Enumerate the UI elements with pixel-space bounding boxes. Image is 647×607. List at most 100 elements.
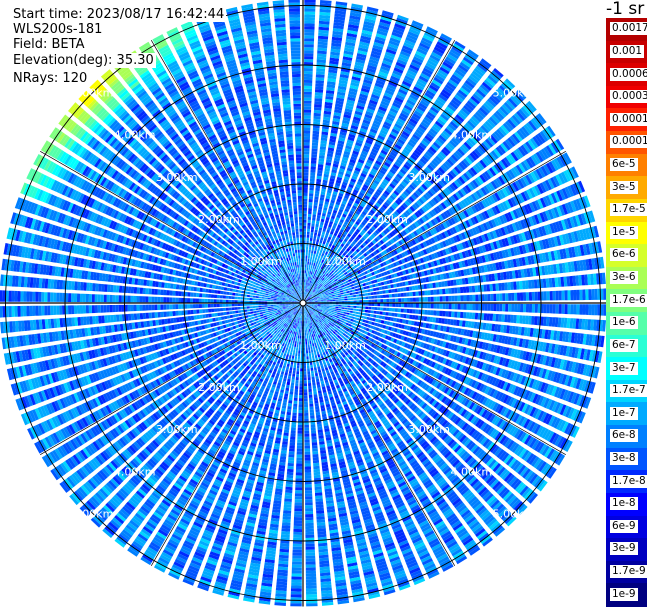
range-gate [386,156,394,163]
range-gate [331,266,335,270]
range-gate [311,284,314,288]
range-gate [561,304,565,314]
range-gate [415,189,422,197]
range-gate [431,104,441,112]
range-gate [326,277,330,281]
range-gate [486,284,491,292]
range-gate [331,169,337,174]
range-gate [369,170,376,176]
range-gate [323,275,327,279]
range-gate [313,253,316,257]
range-gate [327,78,336,83]
range-gate [330,132,338,137]
range-gate [390,131,398,138]
range-gate [400,313,404,318]
range-gate [454,69,465,78]
range-gate [311,268,314,272]
range-gate [505,78,516,89]
range-gate [303,163,309,167]
range-gate [456,287,461,294]
range-gate [311,151,318,155]
range-gate [355,220,360,226]
range-gate [357,207,362,213]
range-gate [307,261,310,265]
range-gate [311,288,314,291]
range-gate [313,118,321,123]
range-gate [359,38,371,44]
range-gate [576,289,580,301]
range-gate [309,193,314,197]
range-gate [531,291,535,301]
range-gate [328,180,335,185]
range-gate [528,292,533,301]
ray [303,33,452,303]
range-gate [499,106,509,116]
range-gate [446,81,457,90]
range-gate [379,18,392,25]
range-gate [308,280,311,284]
range-gate [437,153,445,161]
range-gate [451,118,461,127]
range-gate [303,157,310,161]
range-gate [303,142,310,146]
range-gate [354,213,359,218]
range-gate [322,270,326,274]
range-gate [357,246,363,251]
range-gate [339,313,344,316]
range-gate [340,216,346,221]
range-gate [415,107,425,115]
range-gate [347,96,356,102]
range-gate [451,74,462,83]
range-gate [334,219,339,224]
range-gate [340,294,345,297]
range-gate [427,310,431,315]
range-gate [335,148,343,154]
range-gate [366,214,372,220]
range-gate [323,254,327,258]
range-gate [314,301,318,303]
range-gate [345,228,350,233]
range-gate [436,310,440,316]
range-gate [325,216,330,221]
range-gate [443,58,455,67]
range-gate [366,108,375,114]
range-gate [371,91,381,97]
range-gate [329,304,333,306]
range-gate [335,261,339,266]
range-gate [314,229,318,233]
range-gate [311,220,316,224]
range-gate [427,303,431,309]
range-gate [311,247,315,251]
range-gate [364,240,369,245]
range-gate [343,293,347,297]
range-gate [423,181,430,189]
range-gate [588,289,592,300]
range-gate [303,297,306,301]
range-gate [367,64,377,71]
range-gate [307,219,311,223]
range-gate [356,180,363,186]
range-gate [318,252,322,256]
range-gate [424,303,428,309]
range-gate [383,212,389,218]
range-gate [490,303,494,311]
range-gate [364,293,368,296]
range-gate [405,286,410,291]
range-gate [448,311,452,317]
range-gate [303,109,312,113]
range-gate [340,71,350,76]
range-gate [373,291,377,295]
range-gate [363,21,375,27]
range-gate [305,276,307,280]
range-gate [305,255,308,259]
range-gate [344,111,352,116]
range-gate [439,303,443,309]
range-gate [412,297,416,302]
range-gate [543,304,547,314]
range-gate [399,53,410,60]
range-gate [313,279,317,283]
range-gate [410,297,414,302]
range-gate [350,125,359,130]
range-gate [318,203,323,207]
range-gate [401,47,412,55]
